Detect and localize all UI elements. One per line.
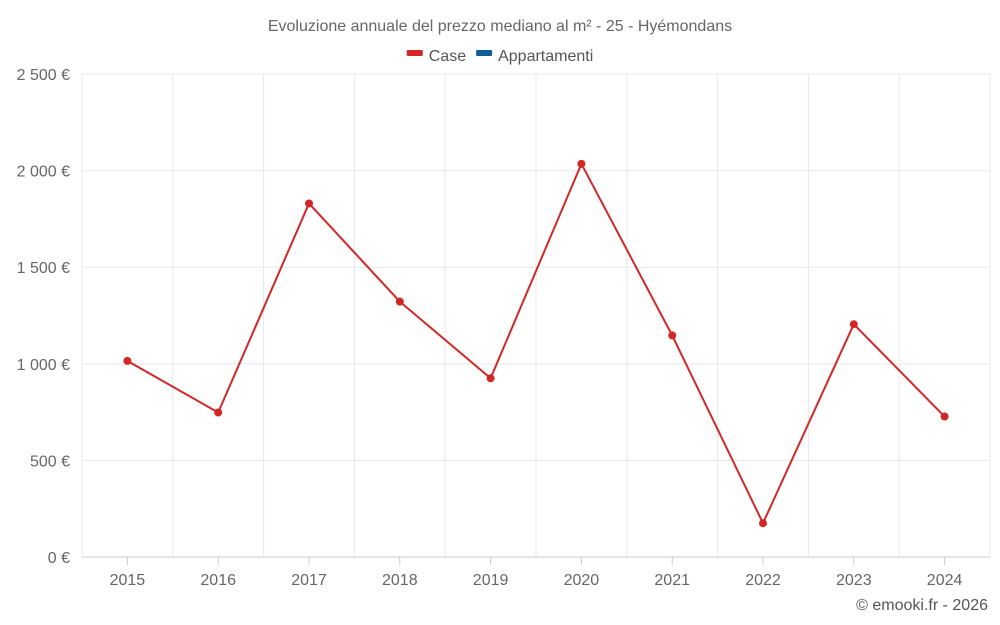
legend-label: Case — [429, 48, 466, 65]
legend-item: Case — [406, 48, 466, 65]
data-point — [940, 412, 949, 421]
y-tick-label: 2 000 € — [17, 164, 70, 181]
data-point — [668, 331, 677, 340]
legend-label: Appartamenti — [498, 48, 593, 65]
x-tick-label: 2019 — [473, 572, 509, 589]
chart-title: Evoluzione annuale del prezzo mediano al… — [268, 18, 732, 35]
data-point — [305, 199, 313, 208]
y-tick-label: 1 500 € — [17, 260, 70, 277]
x-tick-label: 2017 — [291, 572, 327, 589]
x-tick-label: 2021 — [654, 572, 690, 589]
y-tick-label: 0 € — [48, 550, 70, 567]
x-tick-label: 2023 — [836, 572, 872, 589]
credit-label: © emooki.fr - 2026 — [856, 597, 988, 614]
y-tick-label: 2 500 € — [17, 67, 70, 84]
x-tick-label: 2016 — [200, 572, 236, 589]
data-point — [486, 374, 495, 383]
data-point — [395, 297, 404, 306]
series-line — [126, 162, 946, 525]
x-axis: 2015 2016 2017 2018 2019 2020 2021 2022 2023 2024 — [82, 556, 990, 589]
legend-swatch — [406, 50, 423, 56]
data-point — [849, 320, 858, 329]
grid — [81, 73, 991, 557]
y-tick-label: 500 € — [30, 453, 70, 470]
x-tick-label: 2024 — [927, 572, 963, 589]
x-tick-label: 2022 — [745, 572, 781, 589]
x-tick-label: 2020 — [564, 572, 600, 589]
y-axis: 0 € 500 € 1 000 € 1 500 € 2 000 € 2 500 € — [17, 67, 70, 567]
series-group — [123, 159, 949, 528]
legend-swatch — [476, 50, 493, 56]
x-tick-label: 2015 — [110, 572, 146, 589]
data-point — [759, 519, 767, 528]
legend: Case Appartamenti — [406, 48, 593, 65]
y-tick-label: 1 000 € — [17, 357, 70, 374]
data-point — [214, 408, 223, 417]
x-tick-label: 2018 — [382, 572, 418, 589]
data-point — [123, 356, 132, 365]
data-point — [577, 159, 586, 168]
legend-item: Appartamenti — [476, 48, 593, 65]
